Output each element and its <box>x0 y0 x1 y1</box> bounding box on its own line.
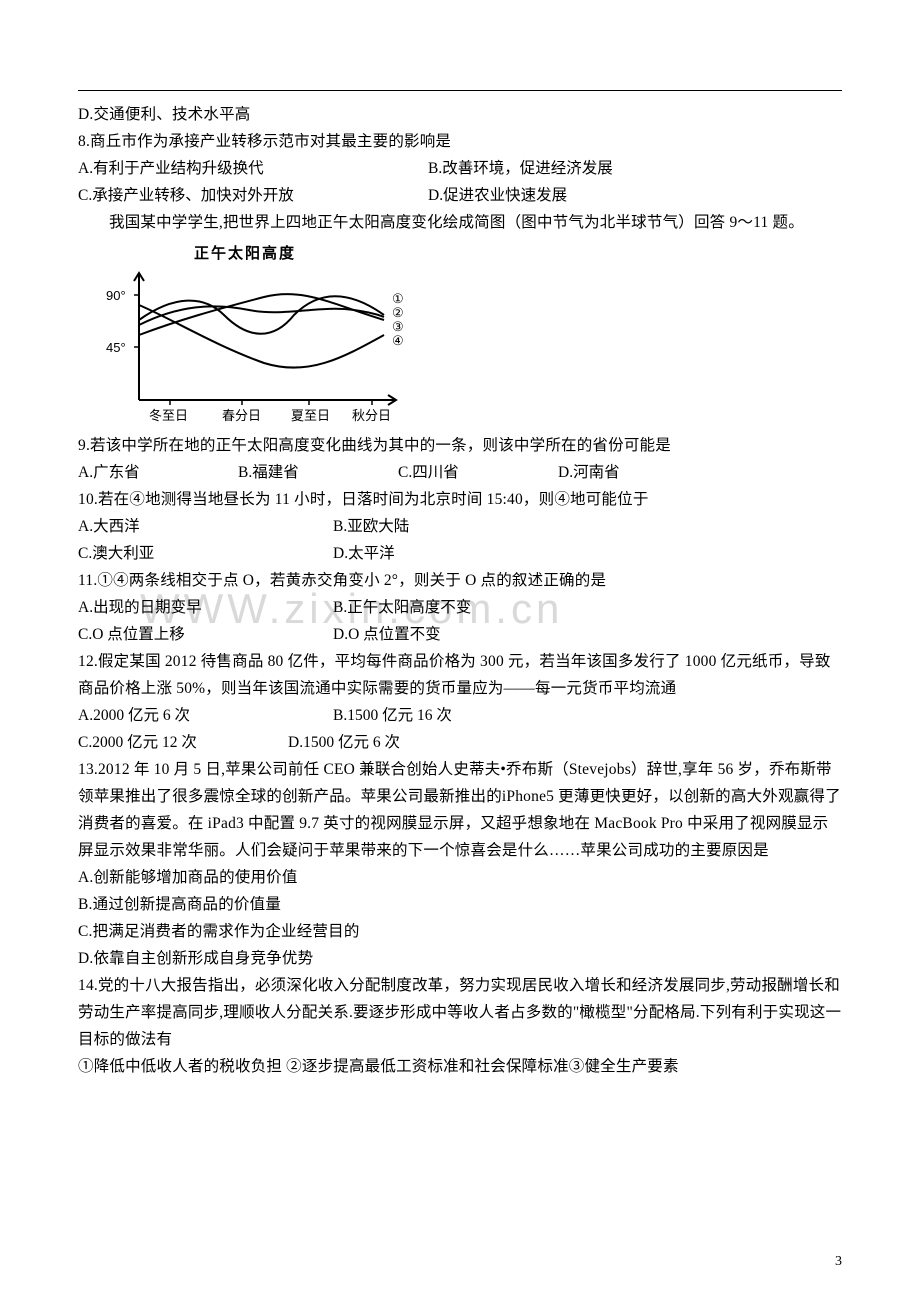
q8-opt-a: A.有利于产业结构升级换代 <box>78 155 428 182</box>
q9-opt-b: B.福建省 <box>238 459 398 486</box>
q13-opt-d: D.依靠自主创新形成自身竞争优势 <box>78 945 842 972</box>
q12-opts-row1: A.2000 亿元 6 次 B.1500 亿元 16 次 <box>78 702 842 729</box>
q11-opts-row1: A.出现的日期变早 B.正午太阳高度不变 <box>78 594 842 621</box>
chart-title: 正午太阳高度 <box>194 242 842 263</box>
q8-opts-row1: A.有利于产业结构升级换代 B.改善环境，促进经济发展 <box>78 155 842 182</box>
q13-opt-b: B.通过创新提高商品的价值量 <box>78 891 842 918</box>
noon-sun-altitude-chart: 正午太阳高度 90° 45° ① ② ③ ④ <box>94 242 842 430</box>
q12-opt-a: A.2000 亿元 6 次 <box>78 702 333 729</box>
xcat-2: 夏至日 <box>291 408 330 423</box>
q9-opt-a: A.广东省 <box>78 459 238 486</box>
q9-stem: 9.若该中学所在地的正午太阳高度变化曲线为其中的一条，则该中学所在的省份可能是 <box>78 432 842 459</box>
series-label-4: ④ <box>392 333 404 348</box>
ytick-90: 90° <box>106 288 126 303</box>
q7-opt-d: D.交通便利、技术水平高 <box>78 101 842 128</box>
q12-stem: 12.假定某国 2012 待售商品 80 亿件，平均每件商品价格为 300 元，… <box>78 648 842 702</box>
q10-opts-row2: C.澳大利亚 D.太平洋 <box>78 540 842 567</box>
q8-opt-c: C.承接产业转移、加快对外开放 <box>78 182 428 209</box>
series-label-3: ③ <box>392 319 404 334</box>
document-body: D.交通便利、技术水平高 8.商丘市作为承接产业转移示范市对其最主要的影响是 A… <box>78 90 842 1080</box>
q14-line2: ①降低中低收人者的税收负担 ②逐步提高最低工资标准和社会保障标准③健全生产要素 <box>78 1053 842 1080</box>
q12-opt-c: C.2000 亿元 12 次 <box>78 729 288 756</box>
q12-opt-b: B.1500 亿元 16 次 <box>333 702 452 729</box>
q8-opts-row2: C.承接产业转移、加快对外开放 D.促进农业快速发展 <box>78 182 842 209</box>
series-label-1: ① <box>392 291 404 306</box>
q10-opts-row1: A.大西洋 B.亚欧大陆 <box>78 513 842 540</box>
q8-stem: 8.商丘市作为承接产业转移示范市对其最主要的影响是 <box>78 128 842 155</box>
q11-opt-d: D.O 点位置不变 <box>333 621 441 648</box>
q11-opt-c: C.O 点位置上移 <box>78 621 333 648</box>
q13-opt-a: A.创新能够增加商品的使用价值 <box>78 864 842 891</box>
q13-stem: 13.2012 年 10 月 5 日,苹果公司前任 CEO 兼联合创始人史蒂夫•… <box>78 756 842 864</box>
q9-opts: A.广东省 B.福建省 C.四川省 D.河南省 <box>78 459 842 486</box>
xcat-0: 冬至日 <box>149 408 188 423</box>
q11-stem: 11.①④两条线相交于点 O，若黄赤交角变小 2°，则关于 O 点的叙述正确的是 <box>78 567 842 594</box>
xcat-3: 秋分日 <box>352 408 391 423</box>
q12-opt-d: D.1500 亿元 6 次 <box>288 729 400 756</box>
q10-opt-a: A.大西洋 <box>78 513 333 540</box>
page-number: 3 <box>835 1254 842 1270</box>
chart-svg: 90° 45° ① ② ③ ④ 冬至日 春分日 夏至日 秋分日 <box>94 265 424 425</box>
q10-stem: 10.若在④地测得当地昼长为 11 小时，日落时间为北京时间 15:40，则④地… <box>78 486 842 513</box>
q9-opt-d: D.河南省 <box>558 459 620 486</box>
q11-opt-a: A.出现的日期变早 <box>78 594 333 621</box>
q10-opt-d: D.太平洋 <box>333 540 395 567</box>
header-rule <box>78 90 842 91</box>
q10-opt-b: B.亚欧大陆 <box>333 513 409 540</box>
q10-opt-c: C.澳大利亚 <box>78 540 333 567</box>
q13-opt-c: C.把满足消费者的需求作为企业经营目的 <box>78 918 842 945</box>
q11-opt-b: B.正午太阳高度不变 <box>333 594 471 621</box>
q8-opt-b: B.改善环境，促进经济发展 <box>428 155 613 182</box>
intro-9-11: 我国某中学学生,把世界上四地正午太阳高度变化绘成简图（图中节气为北半球节气）回答… <box>78 209 842 236</box>
q11-opts-row2: C.O 点位置上移 D.O 点位置不变 <box>78 621 842 648</box>
q9-opt-c: C.四川省 <box>398 459 558 486</box>
ytick-45: 45° <box>106 340 126 355</box>
q12-opts-row2: C.2000 亿元 12 次 D.1500 亿元 6 次 <box>78 729 842 756</box>
xcat-1: 春分日 <box>222 408 261 423</box>
series-label-2: ② <box>392 305 404 320</box>
q14-stem: 14.党的十八大报告指出，必须深化收入分配制度改革，努力实现居民收入增长和经济发… <box>78 972 842 1053</box>
q8-opt-d: D.促进农业快速发展 <box>428 182 567 209</box>
